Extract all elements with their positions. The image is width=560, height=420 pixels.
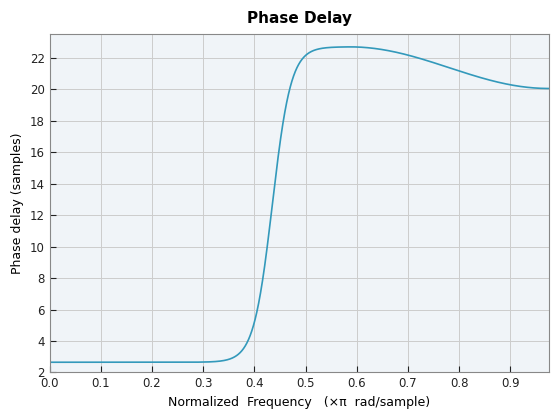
Y-axis label: Phase delay (samples): Phase delay (samples)	[11, 133, 24, 274]
Title: Phase Delay: Phase Delay	[247, 11, 352, 26]
X-axis label: Normalized  Frequency   (×π  rad/sample): Normalized Frequency (×π rad/sample)	[168, 396, 430, 409]
